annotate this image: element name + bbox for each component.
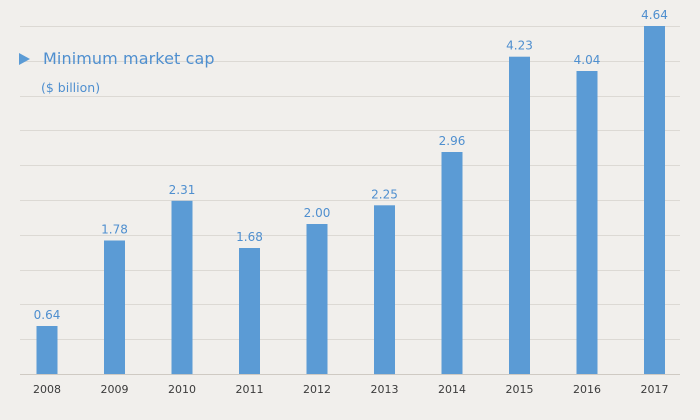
x-tick-label-2009: 2009	[101, 383, 129, 396]
x-tick-label-2014: 2014	[438, 383, 466, 396]
x-tick-label-2015: 2015	[506, 383, 534, 396]
bar-2009	[104, 240, 125, 374]
legend-marker-icon	[19, 52, 30, 65]
x-tick-label-2011: 2011	[236, 383, 264, 396]
data-label-2010: 2.31	[169, 183, 196, 197]
legend-label: Minimum market cap	[43, 49, 215, 68]
bar-2010	[171, 200, 193, 375]
bar-2012	[306, 224, 328, 374]
legend: Minimum market cap	[19, 49, 215, 68]
x-tick-label-2012: 2012	[303, 383, 331, 396]
x-tick-label-2013: 2013	[371, 383, 399, 396]
bar-2015	[509, 56, 530, 374]
bar-2013	[374, 205, 395, 375]
data-label-2011: 1.68	[236, 230, 263, 244]
data-label-2012: 2.00	[304, 206, 331, 220]
bar-2011	[239, 248, 260, 374]
data-label-2008: 0.64	[34, 308, 61, 322]
bar-2008	[36, 326, 58, 374]
bar-2014	[441, 152, 463, 374]
x-tick-label-2016: 2016	[573, 383, 601, 396]
bar-2017	[644, 26, 665, 374]
x-tick-label-2017: 2017	[641, 383, 669, 396]
data-label-2013: 2.25	[371, 187, 398, 201]
bar-2016	[576, 71, 598, 374]
data-label-2009: 1.78	[101, 223, 128, 237]
data-label-2015: 4.23	[506, 39, 533, 53]
unit-label: ($ billion)	[41, 80, 101, 95]
x-tick-label-2008: 2008	[33, 383, 61, 396]
data-label-2017: 4.64	[641, 8, 668, 22]
data-label-2016: 4.04	[574, 53, 601, 67]
x-tick-label-2010: 2010	[168, 383, 196, 396]
data-label-2014: 2.96	[439, 134, 466, 148]
